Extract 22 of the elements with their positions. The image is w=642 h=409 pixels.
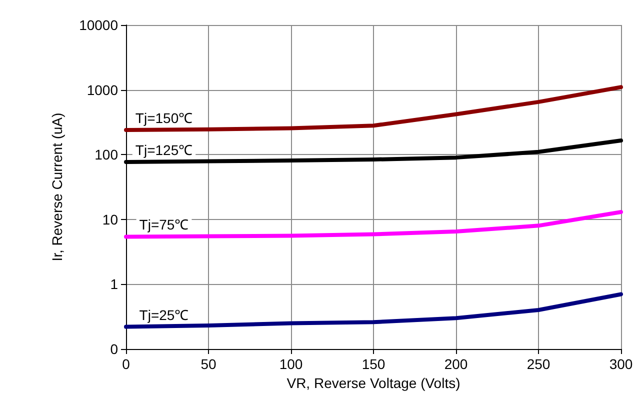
x-tick-label: 150 xyxy=(362,356,386,372)
line-series xyxy=(124,210,623,239)
series-label: Tj=150℃ xyxy=(135,110,193,126)
y-tick-label: 10 xyxy=(102,211,118,228)
x-tick-label: 200 xyxy=(444,356,468,372)
x-tick-label: 300 xyxy=(609,356,633,372)
series-label: Tj=75℃ xyxy=(139,216,189,233)
y-tick-label: 0 xyxy=(110,341,118,357)
x-tick-label: 0 xyxy=(122,356,130,372)
x-tick-label: 50 xyxy=(200,356,216,372)
y-tick-label: 1 xyxy=(110,276,118,292)
y-tick-label: 100 xyxy=(94,146,118,163)
line-series xyxy=(124,292,623,329)
x-tick-label: 250 xyxy=(526,356,550,372)
series-label: Tj=125℃ xyxy=(135,142,193,158)
x-tick-label: 100 xyxy=(279,356,303,372)
y-tick-label: 10000 xyxy=(79,17,118,33)
line-series xyxy=(124,85,623,132)
x-axis-title: VR, Reverse Voltage (Volts) xyxy=(286,374,460,391)
y-axis-title: Ir, Reverse Current (uA) xyxy=(49,112,65,262)
series-label: Tj=25℃ xyxy=(139,306,189,323)
y-tick-label: 1000 xyxy=(86,82,118,98)
